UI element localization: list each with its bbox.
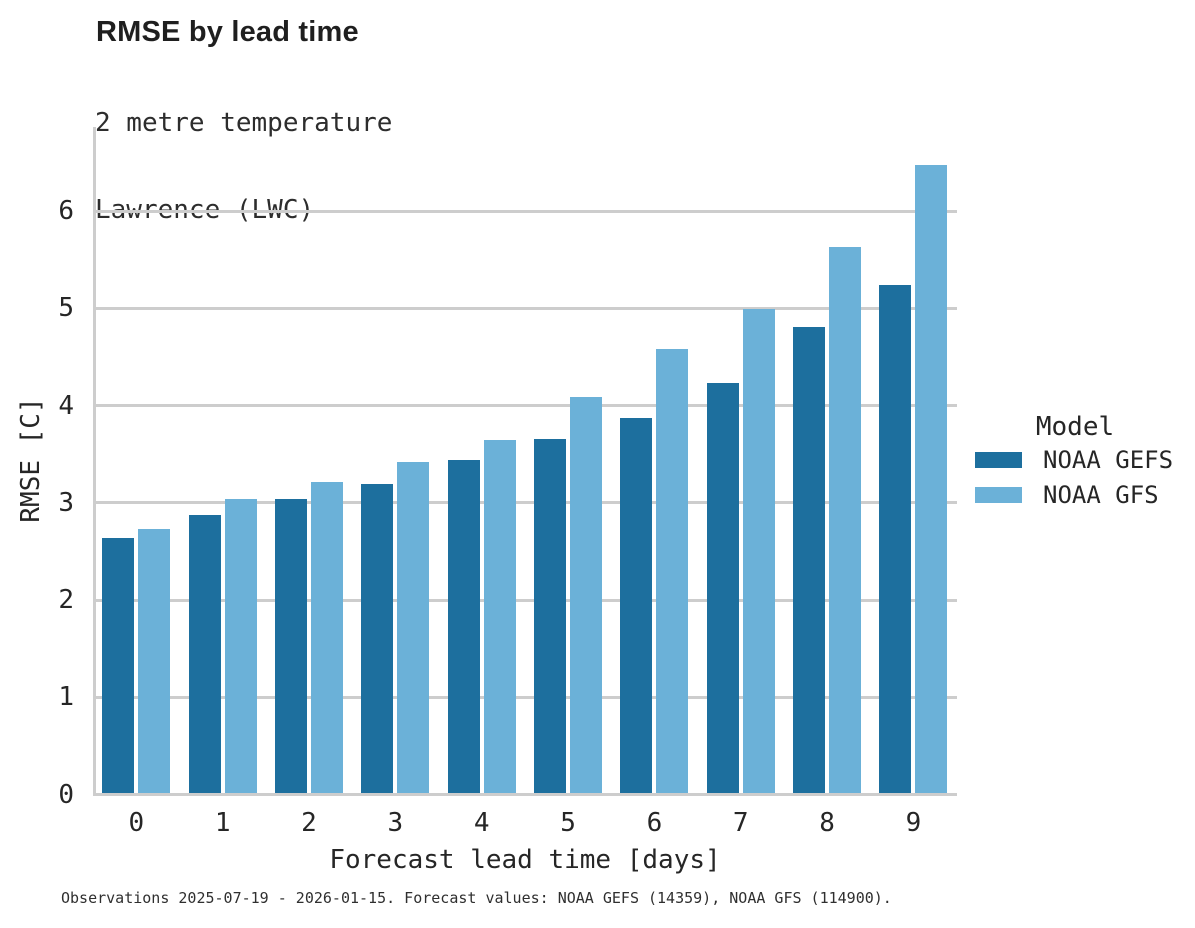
bar-noaa-gfs-lead-8 <box>829 246 862 793</box>
gridline-y-2 <box>96 598 957 602</box>
caption: Observations 2025-07-19 - 2026-01-15. Fo… <box>61 889 892 907</box>
x-tick-label-9: 9 <box>905 808 922 838</box>
gridline-y-1 <box>96 695 957 699</box>
legend-swatch-noaa-gefs <box>975 452 1022 468</box>
legend-label-noaa-gefs: NOAA GEFS <box>1043 446 1174 474</box>
legend-title: Model <box>1035 412 1115 442</box>
bar-noaa-gfs-lead-5 <box>570 397 603 793</box>
chart-subtitle-variable: 2 metre temperature <box>95 108 393 138</box>
bar-noaa-gefs-lead-9 <box>879 284 912 793</box>
y-tick-label-5: 5 <box>58 293 74 324</box>
bar-noaa-gefs-lead-3 <box>361 483 394 793</box>
x-axis-spine <box>93 793 957 796</box>
legend-item-noaa-gefs: NOAA GEFS <box>975 443 1175 477</box>
gridline-y-6 <box>96 209 957 213</box>
y-tick-label-0: 0 <box>58 779 74 810</box>
bar-noaa-gefs-lead-8 <box>793 327 826 793</box>
y-tick-label-4: 4 <box>58 390 74 421</box>
bar-noaa-gfs-lead-7 <box>742 308 775 793</box>
bar-noaa-gefs-lead-1 <box>188 514 221 793</box>
legend-item-noaa-gfs: NOAA GFS <box>975 478 1175 512</box>
bar-noaa-gfs-lead-4 <box>483 440 516 793</box>
x-tick-label-1: 1 <box>214 808 231 838</box>
x-tick-label-7: 7 <box>732 808 749 838</box>
legend-label-noaa-gfs: NOAA GFS <box>1043 481 1159 509</box>
chart-title: RMSE by lead time <box>96 16 359 48</box>
y-tick-label-2: 2 <box>58 585 74 616</box>
x-tick-label-0: 0 <box>128 808 145 838</box>
x-tick-label-4: 4 <box>473 808 490 838</box>
bar-noaa-gfs-lead-3 <box>397 462 430 793</box>
x-tick-label-5: 5 <box>560 808 576 838</box>
x-tick-label-2: 2 <box>301 808 317 838</box>
bar-noaa-gefs-lead-6 <box>620 417 653 793</box>
legend-items: NOAA GEFS NOAA GFS <box>975 443 1175 512</box>
legend: Model NOAA GEFS NOAA GFS <box>975 412 1175 512</box>
bar-noaa-gefs-lead-0 <box>102 538 135 793</box>
bar-noaa-gefs-lead-5 <box>534 439 567 793</box>
bar-noaa-gefs-lead-4 <box>447 460 480 793</box>
bar-noaa-gfs-lead-9 <box>915 164 948 793</box>
bar-noaa-gefs-lead-2 <box>275 499 307 793</box>
bar-noaa-gfs-lead-2 <box>311 481 343 793</box>
gridline-y-3 <box>96 501 957 505</box>
y-axis-spine <box>93 127 96 796</box>
gridline-y-4 <box>96 404 957 408</box>
x-tick-label-8: 8 <box>819 808 835 838</box>
gridline-y-5 <box>96 306 957 310</box>
y-tick-label-1: 1 <box>58 682 74 713</box>
bar-noaa-gfs-lead-1 <box>224 499 257 793</box>
y-tick-label-3: 3 <box>58 487 74 518</box>
bar-noaa-gfs-lead-6 <box>656 348 689 793</box>
x-tick-label-3: 3 <box>387 808 404 838</box>
bar-noaa-gfs-lead-0 <box>138 528 171 793</box>
x-axis-title: Forecast lead time [days] <box>329 845 721 875</box>
legend-swatch-noaa-gfs <box>975 487 1022 503</box>
bar-noaa-gefs-lead-7 <box>706 382 739 793</box>
y-tick-label-6: 6 <box>58 196 74 227</box>
x-tick-label-6: 6 <box>646 808 663 838</box>
plot-area <box>93 127 957 796</box>
